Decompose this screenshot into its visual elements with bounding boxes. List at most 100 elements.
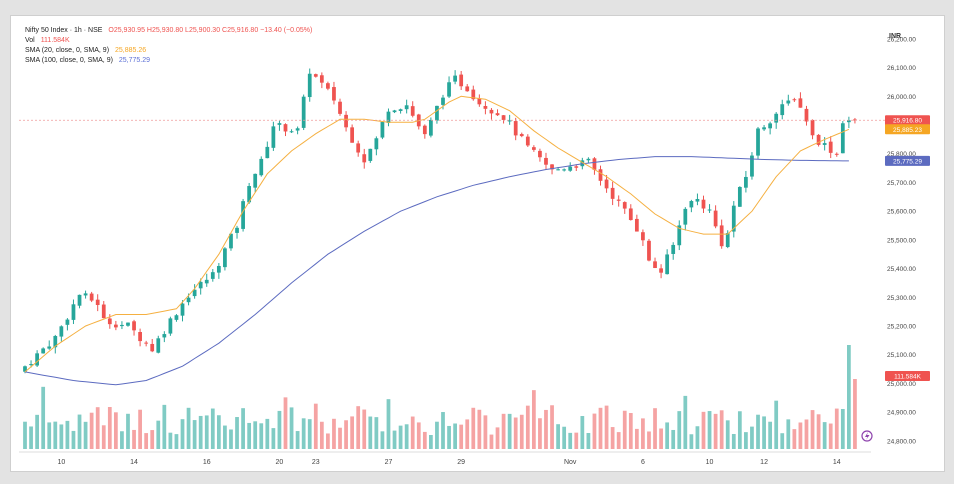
volume-bar: [501, 413, 506, 449]
candle-body: [313, 74, 318, 77]
candle-body: [380, 122, 385, 138]
candle-body: [265, 146, 270, 159]
candle-body: [107, 318, 112, 325]
candle-body: [495, 113, 500, 116]
candle-body: [350, 127, 355, 143]
candle-body: [804, 108, 809, 122]
candle-body: [689, 201, 694, 208]
volume-bar: [204, 415, 209, 449]
candle-body: [834, 153, 839, 155]
volume-bar: [671, 429, 676, 449]
x-tick-label: 12: [760, 459, 768, 466]
candle-body: [750, 155, 754, 177]
candle-body: [701, 199, 706, 209]
volume-bar: [380, 431, 385, 449]
volume-bar: [362, 409, 367, 449]
volume-bar: [259, 423, 264, 449]
volume-bar: [592, 413, 597, 449]
y-tick-label: 25,000.00: [887, 381, 916, 388]
legend-sma100-label: SMA (100, close, 0, SMA, 9): [25, 57, 113, 64]
volume-bar: [556, 424, 560, 449]
volume-bar: [120, 431, 124, 449]
volume-bar: [416, 422, 421, 449]
volume-bar: [289, 407, 294, 449]
volume-bar: [459, 424, 464, 449]
volume-bar: [398, 425, 403, 449]
legend-row-sma100: SMA (100, close, 0, SMA, 9) 25,775.29: [25, 56, 312, 66]
candle-body: [447, 82, 451, 97]
volume-bar: [241, 408, 245, 449]
candle-body: [780, 104, 785, 116]
volume-bar: [786, 419, 791, 449]
candle-body: [822, 143, 827, 145]
volume-bar: [223, 425, 227, 449]
candle-body: [604, 179, 609, 189]
volume-bar: [689, 434, 694, 449]
candle-body: [628, 208, 633, 221]
candle-body: [435, 105, 439, 121]
x-tick-label: 23: [312, 459, 320, 466]
volume-bar: [847, 345, 851, 449]
candle-body: [544, 157, 548, 165]
legend-sma100-value: 25,775.29: [118, 57, 151, 64]
volume-bar: [429, 434, 433, 449]
candle-body: [326, 83, 330, 89]
volume-bar: [186, 407, 191, 449]
volume-bar: [247, 422, 252, 449]
candle-body: [489, 109, 494, 114]
volume-bar: [574, 432, 579, 449]
price-tag-label: 25,916.80: [893, 118, 922, 125]
candle-body: [853, 119, 857, 121]
candle-body: [610, 187, 615, 199]
candle-body: [429, 119, 433, 136]
candle-body: [180, 303, 185, 316]
chart-legend: Nifty 50 Index · 1h · NSE O25,930.95 H25…: [25, 26, 312, 66]
volume-bar: [89, 412, 94, 449]
candle-body: [538, 150, 542, 158]
volume-bar: [95, 407, 100, 449]
volume-bar: [386, 399, 391, 449]
candle-body: [101, 304, 106, 319]
volume-bar: [828, 423, 833, 449]
candle-body: [156, 338, 161, 353]
legend-sma20-value: 25,885.26: [114, 47, 147, 54]
candle-body: [404, 105, 409, 110]
volume-bar: [713, 413, 718, 449]
sma20-line: [24, 95, 850, 373]
candle-body: [586, 158, 591, 161]
volume-bar: [65, 420, 70, 449]
candle-body: [507, 120, 512, 122]
legend-vol-value: 111.584K: [40, 37, 70, 44]
volume-bar: [538, 418, 542, 449]
candle-body: [132, 321, 136, 331]
candle-body: [816, 134, 821, 145]
candle-body: [344, 114, 348, 128]
volume-bar: [332, 418, 336, 449]
volume-bar: [435, 421, 439, 449]
volume-bar: [853, 379, 857, 449]
volume-bar: [513, 417, 518, 449]
volume-bar: [519, 414, 524, 449]
candle-body: [762, 127, 766, 130]
legend-vol-label: Vol: [25, 37, 35, 44]
candle-body: [253, 173, 258, 188]
candle-body: [422, 125, 427, 135]
candle-body: [198, 281, 203, 289]
volume-bar: [507, 413, 512, 449]
volume-bar: [641, 418, 645, 449]
candle-body: [622, 202, 627, 209]
volume-bar: [265, 418, 270, 449]
candle-body: [477, 98, 482, 105]
volume-bar: [392, 430, 397, 449]
candle-body: [35, 353, 39, 366]
candle-body: [392, 110, 397, 113]
volume-bar: [295, 431, 300, 449]
candle-body: [683, 208, 688, 225]
volume-bar: [319, 421, 324, 449]
price-chart[interactable]: 26,200.0026,100.0026,000.0025,900.0025,8…: [11, 16, 944, 471]
volume-bar: [150, 430, 155, 449]
candle-body: [174, 315, 179, 320]
candle-body: [641, 232, 645, 241]
x-tick-label: 14: [130, 459, 138, 466]
candle-body: [744, 176, 748, 188]
